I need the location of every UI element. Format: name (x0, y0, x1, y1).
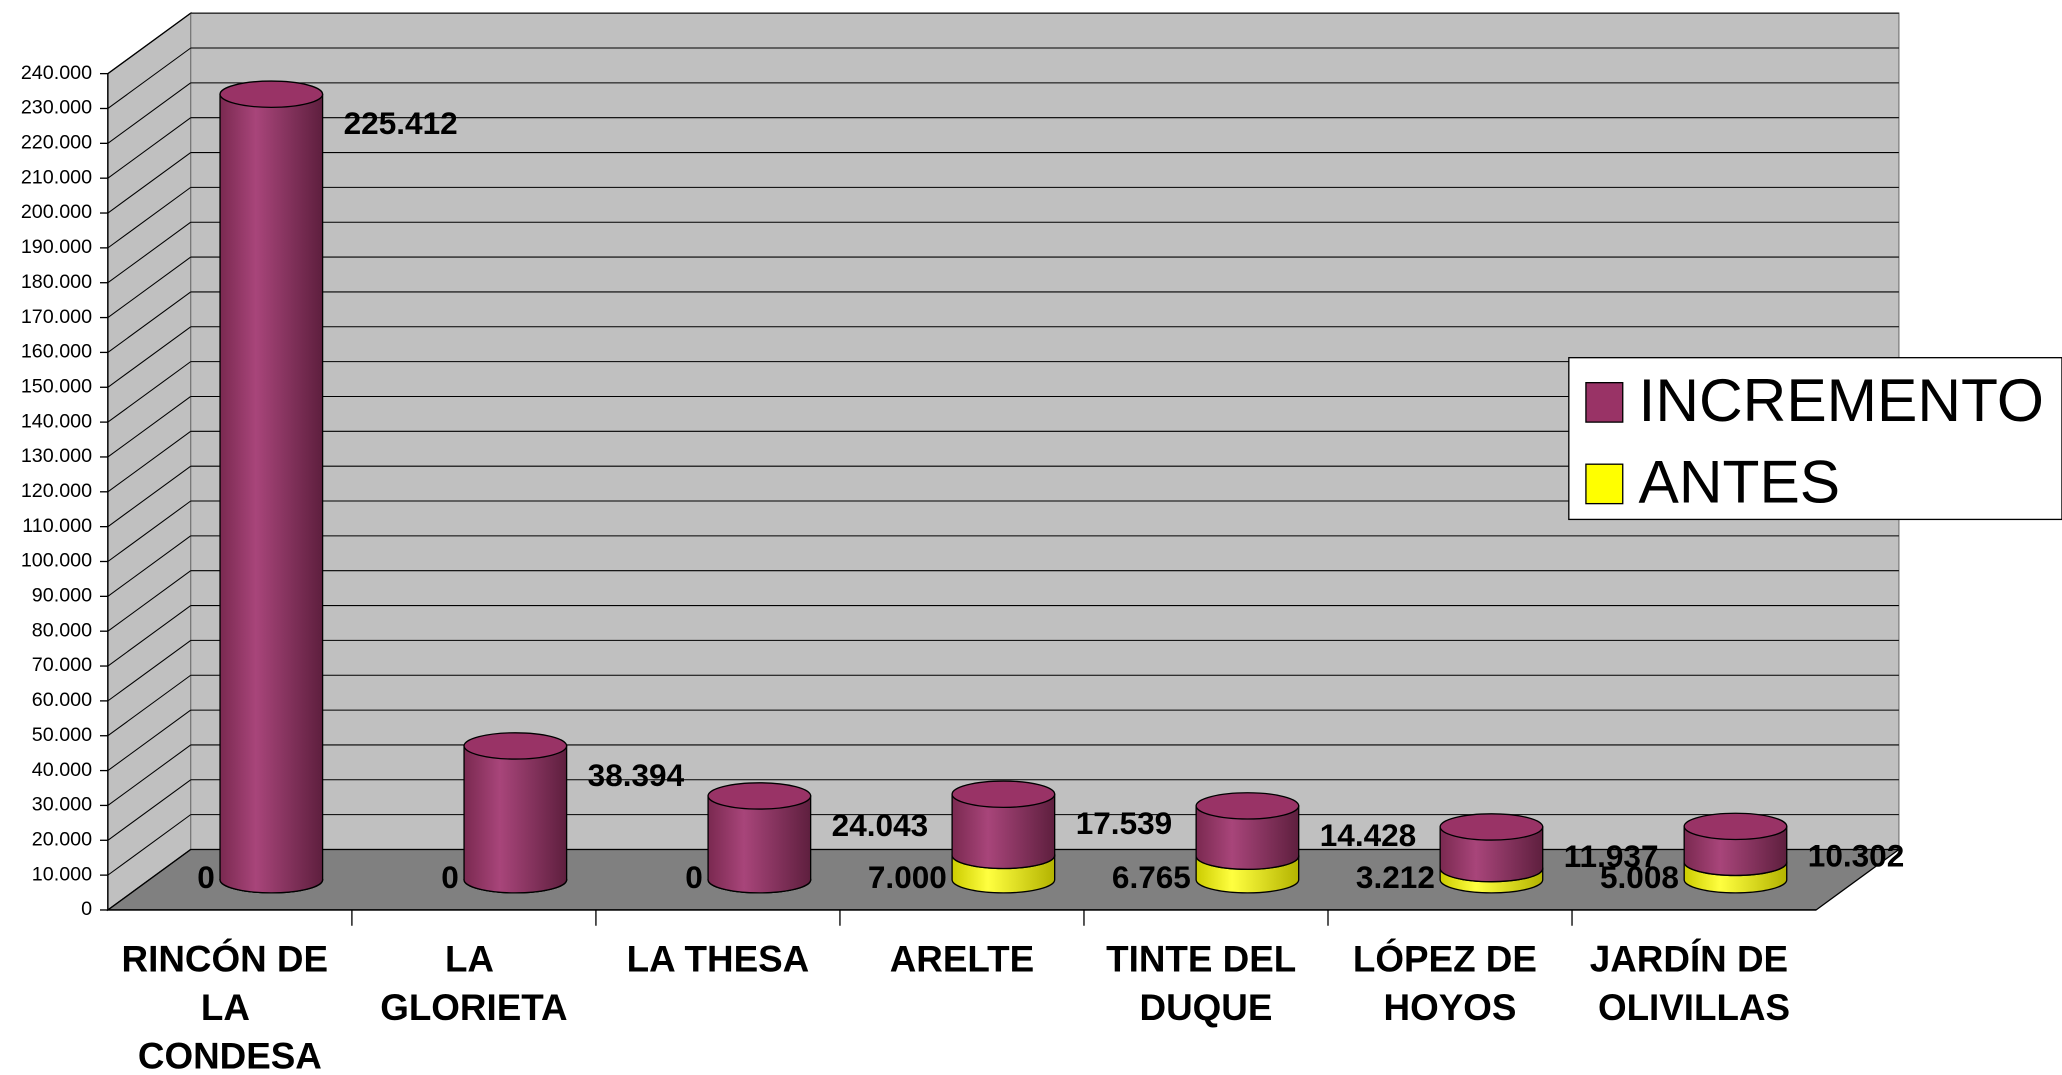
data-label: 3.212 (1356, 859, 1435, 895)
grid-line (107, 639, 192, 702)
data-label: 0 (197, 859, 215, 895)
x-tick-label: LÓPEZ DE HOYOS (1353, 937, 1547, 1028)
y-tick-label: 50.000 (32, 724, 92, 746)
y-tick-label: 230.000 (21, 97, 92, 119)
grid-line (107, 744, 192, 806)
grid-line (107, 12, 192, 75)
grid-line (107, 570, 192, 632)
data-label: 5.008 (1600, 859, 1679, 895)
grid-line (107, 361, 192, 423)
grid-line (107, 500, 192, 562)
cylinder (1195, 805, 1300, 870)
y-tick-label: 40.000 (32, 759, 92, 781)
grid-line (107, 535, 192, 597)
y-tick-label: 90.000 (32, 585, 92, 607)
data-label: 7.000 (868, 859, 947, 895)
y-tick-label: 20.000 (32, 828, 92, 850)
grid-line (107, 326, 192, 388)
bars (219, 80, 1788, 894)
y-tick-label: 200.000 (21, 201, 92, 223)
y-tick-label: 190.000 (21, 236, 92, 258)
y-tick-label: 140.000 (21, 410, 92, 432)
data-label: 38.394 (588, 757, 685, 793)
cylinder-top (707, 782, 812, 810)
y-tick-label: 0 (81, 898, 92, 920)
data-label: 17.539 (1076, 805, 1173, 841)
y-tick-label: 60.000 (32, 689, 92, 711)
y-tick-label: 110.000 (22, 515, 92, 537)
cylinder-top (1683, 812, 1788, 841)
x-tick-label: LA THESA (627, 938, 810, 979)
grid-line (107, 291, 192, 353)
legend-label: INCREMENTO (1639, 366, 2044, 434)
grid-line (107, 47, 192, 109)
cylinder-top (1439, 813, 1544, 841)
y-tick-label: 130.000 (21, 445, 92, 467)
legend (1568, 357, 2062, 521)
cylinder (463, 745, 568, 894)
cylinder (1439, 826, 1544, 883)
cylinder (707, 795, 812, 894)
cylinder (219, 93, 324, 894)
grid-line (107, 186, 192, 249)
y-tick-label: 80.000 (32, 619, 92, 641)
y-tick-label: 10.000 (32, 863, 92, 885)
cylinder-top (1195, 792, 1300, 820)
grid-line (107, 779, 192, 841)
y-tick-label: 70.000 (32, 654, 92, 676)
grid-line (107, 256, 192, 318)
cylinder (951, 793, 1056, 870)
x-tick-label: TINTE DEL DUQUE (1106, 938, 1306, 1028)
data-label: 10.302 (1808, 837, 1905, 873)
cylinder-top (951, 780, 1056, 809)
cylinder-top (219, 80, 324, 109)
data-label: 0 (685, 859, 703, 895)
x-tick-label: JARDÍN DE OLIVILLAS (1590, 938, 1799, 1028)
y-tick-label: 150.000 (21, 375, 92, 397)
data-label: 14.428 (1320, 817, 1417, 853)
y-tick-label: 30.000 (32, 794, 92, 816)
legend-swatch (1585, 382, 1624, 423)
cylinder (1683, 825, 1788, 877)
y-tick-label: 170.000 (21, 306, 92, 328)
y-tick-label: 210.000 (21, 166, 92, 188)
data-label: 11.937 (1564, 838, 1659, 874)
grid-line (107, 814, 192, 876)
y-tick-label: 120.000 (21, 480, 92, 502)
x-tick-label: RINCÓN DE LA CONDESA (122, 937, 339, 1075)
y-tick-label: 160.000 (21, 341, 92, 363)
data-label: 0 (441, 859, 459, 895)
y-tick-label: 100.000 (21, 550, 92, 572)
data-label: 225.412 (344, 105, 458, 141)
y-tick-label: 220.000 (21, 132, 92, 154)
grid-line (107, 82, 192, 144)
x-tick-label: ARELTE (890, 938, 1034, 979)
y-tick-label: 240.000 (21, 62, 92, 84)
grid-line (107, 221, 192, 284)
grid-line (107, 117, 192, 179)
legend-swatch (1585, 463, 1624, 505)
legend-label: ANTES (1639, 448, 1841, 516)
grid-line (107, 465, 192, 528)
y-tick-label: 180.000 (21, 271, 92, 293)
grid-line (107, 396, 192, 458)
grid-line (107, 152, 192, 214)
data-label: 6.765 (1112, 859, 1191, 895)
grid-line (107, 709, 192, 772)
grid-line (107, 674, 192, 737)
grid-line (107, 430, 192, 493)
x-tick-label: LA GLORIETA (380, 938, 567, 1028)
cylinder-top (463, 732, 568, 760)
grid-line (107, 605, 192, 667)
data-label: 24.043 (832, 807, 929, 843)
grid-line (107, 849, 192, 911)
